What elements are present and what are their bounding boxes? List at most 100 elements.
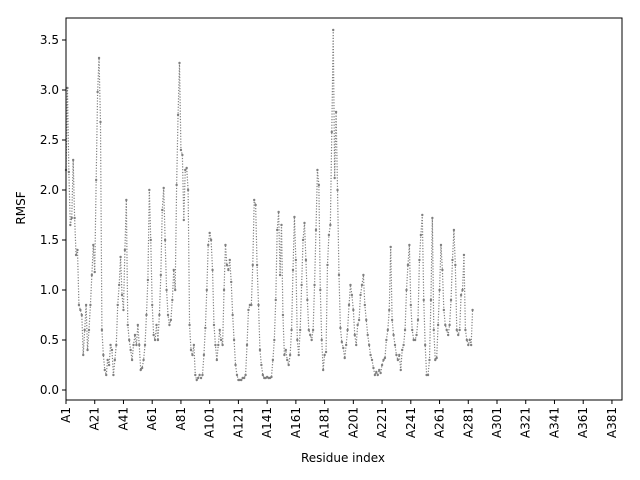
data-point xyxy=(429,298,433,302)
data-point xyxy=(273,338,276,342)
data-point xyxy=(196,376,200,380)
data-point xyxy=(359,293,362,297)
data-point xyxy=(382,358,385,362)
data-point xyxy=(311,328,315,332)
data-point xyxy=(278,273,282,277)
x-tick-label: A241 xyxy=(404,407,418,438)
data-point xyxy=(225,263,229,267)
data-point xyxy=(69,223,72,227)
data-point xyxy=(255,263,259,267)
data-point xyxy=(77,303,81,307)
data-point xyxy=(304,258,308,262)
data-point xyxy=(143,343,147,347)
data-point xyxy=(392,333,395,337)
data-point xyxy=(303,221,306,225)
data-point xyxy=(224,243,227,247)
data-point xyxy=(352,308,355,312)
data-point xyxy=(349,283,352,287)
data-point xyxy=(151,303,154,307)
y-tick-label: 1.5 xyxy=(40,233,59,247)
data-point xyxy=(296,338,299,342)
data-point xyxy=(260,363,263,367)
data-point xyxy=(402,343,405,347)
data-point xyxy=(329,223,332,227)
data-point xyxy=(457,333,460,337)
data-point xyxy=(369,353,372,357)
data-point xyxy=(317,183,321,187)
x-tick-label: A81 xyxy=(174,407,188,430)
data-point xyxy=(67,170,71,174)
data-point xyxy=(353,333,356,337)
x-tick-label: A21 xyxy=(88,407,102,430)
x-tick-label: A341 xyxy=(547,407,561,438)
data-point xyxy=(376,373,379,377)
data-point xyxy=(370,358,374,362)
data-point xyxy=(310,338,313,342)
data-point xyxy=(112,373,115,377)
data-point xyxy=(142,358,145,362)
data-point xyxy=(201,373,204,377)
data-point xyxy=(431,216,434,220)
x-tick-label: A281 xyxy=(461,407,475,438)
y-axis-ticks: 0.0 0.5 1.0 1.5 2.0 2.5 3.0 3.5 xyxy=(40,33,66,397)
data-point xyxy=(271,358,275,362)
data-point xyxy=(209,238,213,242)
x-tick-label: A261 xyxy=(433,407,447,438)
data-point xyxy=(280,223,283,227)
data-point xyxy=(207,243,210,247)
data-point xyxy=(257,303,260,307)
data-point xyxy=(208,231,211,235)
data-point xyxy=(205,288,208,292)
data-point xyxy=(306,298,309,302)
x-tick-label: A41 xyxy=(116,407,130,430)
data-point xyxy=(323,353,326,357)
data-point xyxy=(320,338,323,342)
y-axis-label: RMSF xyxy=(14,191,28,224)
data-point xyxy=(435,356,438,360)
data-point xyxy=(446,333,450,337)
data-point xyxy=(146,278,150,282)
data-point xyxy=(99,120,102,124)
data-point xyxy=(165,288,168,292)
data-point xyxy=(171,298,174,302)
x-tick-label: A101 xyxy=(203,407,217,438)
data-point xyxy=(188,323,191,327)
data-point xyxy=(125,198,128,202)
data-point xyxy=(214,343,217,347)
data-point xyxy=(84,303,88,307)
x-tick-label: A181 xyxy=(318,407,332,438)
data-point xyxy=(222,288,226,292)
data-point xyxy=(218,328,221,332)
data-point xyxy=(231,313,234,317)
data-point xyxy=(283,353,286,357)
data-point xyxy=(109,343,112,347)
plot-area xyxy=(64,28,474,382)
data-point xyxy=(439,243,443,247)
data-point xyxy=(438,288,441,292)
data-point xyxy=(422,298,425,302)
data-point xyxy=(421,213,424,217)
data-point xyxy=(314,228,318,232)
data-point xyxy=(103,368,106,372)
data-point xyxy=(247,308,250,312)
data-point xyxy=(300,283,303,287)
data-point xyxy=(166,313,170,317)
data-point xyxy=(355,343,358,347)
data-point xyxy=(163,238,167,242)
data-point xyxy=(469,343,473,347)
data-point xyxy=(148,188,151,192)
data-point xyxy=(126,323,129,327)
data-point xyxy=(413,338,417,342)
data-point xyxy=(66,86,69,90)
data-point xyxy=(343,356,346,360)
data-point xyxy=(405,288,408,292)
data-point xyxy=(297,353,300,357)
data-point xyxy=(161,208,164,212)
data-point xyxy=(117,283,121,287)
data-point xyxy=(298,328,302,332)
data-point xyxy=(107,363,111,367)
data-point xyxy=(344,343,348,347)
data-point xyxy=(149,238,152,242)
data-point xyxy=(169,318,173,322)
data-point xyxy=(270,375,273,379)
